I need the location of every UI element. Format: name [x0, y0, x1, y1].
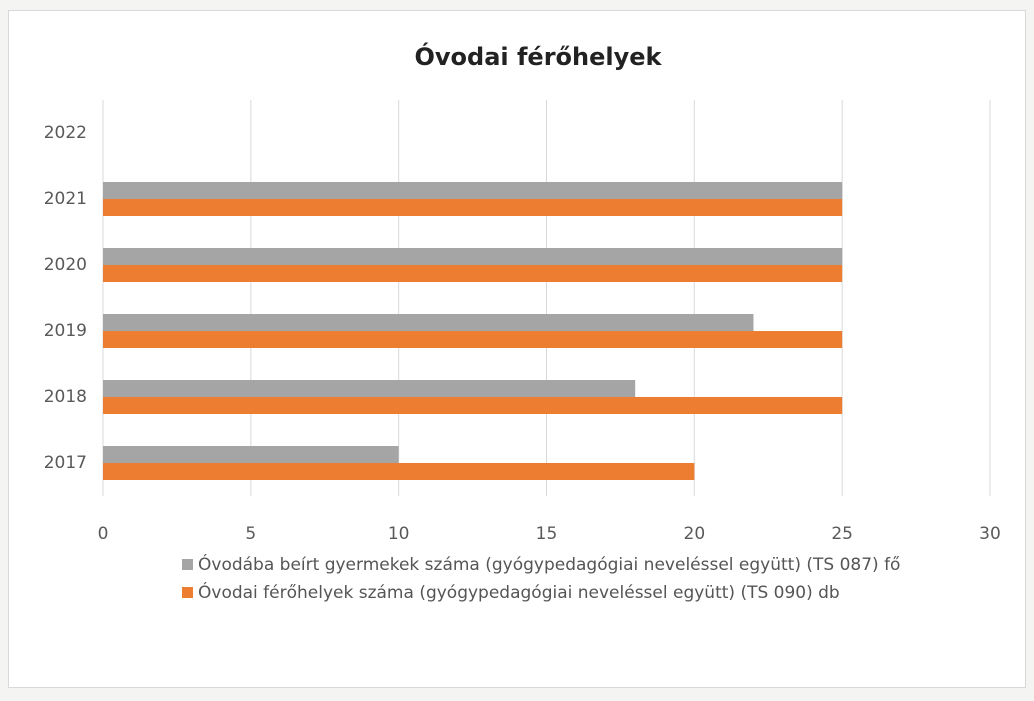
- legend-label: Óvodába beírt gyermekek száma (gyógypeda…: [198, 555, 901, 575]
- y-tick-label: 2018: [44, 387, 87, 407]
- x-tick-label: 15: [536, 524, 558, 544]
- bar: [103, 182, 843, 199]
- x-tick-label: 20: [684, 524, 706, 544]
- legend-label: Óvodai férőhelyek száma (gyógypedagógiai…: [198, 583, 840, 603]
- chart-frame: [8, 10, 1026, 688]
- x-tick-label: 25: [831, 524, 853, 544]
- y-tick-label: 2020: [44, 255, 87, 275]
- x-tick-label: 10: [388, 524, 410, 544]
- bar: [103, 199, 843, 216]
- bar: [103, 314, 754, 331]
- bar: [103, 248, 843, 265]
- bar: [103, 397, 843, 414]
- legend-swatch: [182, 559, 193, 570]
- bar: [103, 463, 695, 480]
- bar: [103, 331, 843, 348]
- legend-entry: Óvodába beírt gyermekek száma (gyógypeda…: [182, 552, 902, 578]
- y-tick-label: 2017: [44, 453, 87, 473]
- x-tick-label: 30: [979, 524, 1001, 544]
- y-tick-label: 2022: [44, 123, 87, 143]
- y-tick-label: 2021: [44, 189, 87, 209]
- legend-swatch: [182, 587, 193, 598]
- x-tick-label: 0: [98, 524, 109, 544]
- x-tick-label: 5: [245, 524, 256, 544]
- bar: [103, 265, 843, 282]
- legend-entry: Óvodai férőhelyek száma (gyógypedagógiai…: [182, 580, 902, 606]
- chart-title: Óvodai férőhelyek: [414, 41, 662, 71]
- bar: [103, 446, 399, 463]
- y-tick-label: 2019: [44, 321, 87, 341]
- bar: [103, 380, 636, 397]
- legend: Óvodába beírt gyermekek száma (gyógypeda…: [182, 552, 902, 608]
